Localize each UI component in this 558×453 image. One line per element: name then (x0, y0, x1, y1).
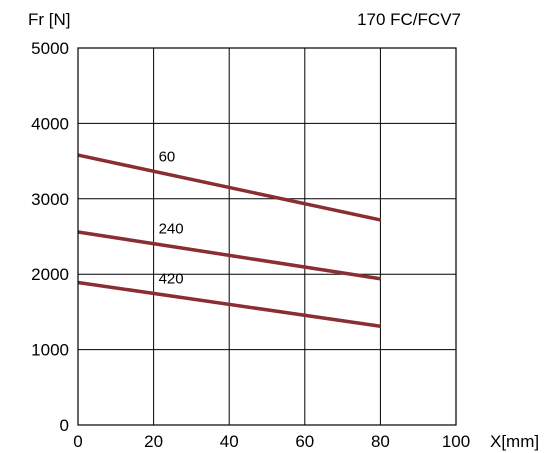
y-tick-label: 4000 (31, 114, 69, 133)
x-tick-label: 100 (442, 432, 470, 451)
plot-frame (77, 47, 457, 426)
series-line-60 (77, 153, 381, 222)
series-line-420 (77, 280, 381, 328)
x-tick-label: 40 (220, 432, 239, 451)
x-tick-label: 60 (295, 432, 314, 451)
y-tick-label: 1000 (31, 341, 69, 360)
y-tick-label: 3000 (31, 190, 69, 209)
series-label-240: 240 (159, 221, 184, 238)
series-line-240 (77, 230, 381, 281)
y-tick-label: 5000 (31, 39, 69, 58)
y-axis-label: Fr [N] (28, 10, 71, 29)
x-axis-label: X[mm] (490, 432, 539, 451)
series-labels: 60 240 420 (159, 148, 184, 287)
x-tick-label: 0 (73, 432, 82, 451)
y-tick-label: 2000 (31, 265, 69, 284)
grid (78, 48, 456, 425)
series-lines (77, 153, 381, 328)
series-label-60: 60 (159, 148, 176, 165)
chart-title: 170 FC/FCV7 (357, 10, 461, 29)
series-label-420: 420 (159, 270, 184, 287)
y-tick-label: 0 (60, 416, 69, 435)
x-tick-label: 20 (144, 432, 163, 451)
x-tick-label: 80 (371, 432, 390, 451)
